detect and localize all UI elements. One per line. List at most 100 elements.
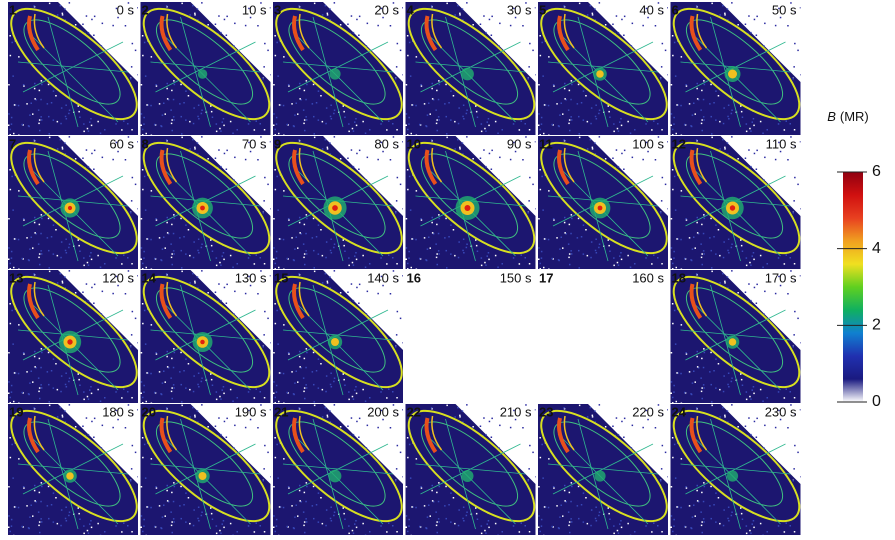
hotspot-mid bbox=[728, 69, 737, 79]
hotspot-core bbox=[464, 205, 471, 211]
panel: 1 0 s bbox=[0, 0, 153, 137]
panel-time: 140 s bbox=[367, 270, 399, 285]
panel-time: 130 s bbox=[235, 270, 267, 285]
panel: 16 150 s bbox=[407, 270, 532, 285]
panel: 12 110 s bbox=[657, 125, 815, 271]
hotspot-halo bbox=[461, 470, 474, 482]
panel: 23 220 s bbox=[525, 393, 683, 535]
panel: 15 140 s bbox=[260, 259, 418, 405]
panel: 22 210 s bbox=[392, 393, 550, 535]
panel-number: 10 bbox=[407, 136, 421, 151]
panel-time: 180 s bbox=[102, 404, 134, 419]
panel-time: 60 s bbox=[109, 136, 134, 151]
panel-number: 5 bbox=[539, 2, 546, 17]
panel-time: 220 s bbox=[632, 404, 664, 419]
panel-number: 19 bbox=[9, 404, 23, 419]
panel-time: 20 s bbox=[374, 2, 399, 17]
hotspot-mid bbox=[331, 338, 339, 346]
panel-number: 23 bbox=[539, 404, 553, 419]
hotspot-mid bbox=[596, 70, 604, 78]
panel-number: 12 bbox=[672, 136, 686, 151]
panel-number: 11 bbox=[539, 136, 553, 151]
panel-time: 160 s bbox=[632, 270, 664, 285]
hotspot-core bbox=[597, 205, 603, 211]
panel-time: 200 s bbox=[367, 404, 399, 419]
panel: 8 70 s bbox=[127, 125, 285, 271]
panel: 10 90 s bbox=[392, 125, 550, 271]
panel: 14 130 s bbox=[127, 259, 285, 405]
panel-number: 7 bbox=[9, 136, 16, 151]
panel-image bbox=[392, 0, 550, 137]
panel-time: 50 s bbox=[772, 2, 797, 17]
colorbar-tick-label: 0 bbox=[872, 393, 881, 410]
colorbar-tick-label: 4 bbox=[872, 240, 881, 257]
panel-time: 30 s bbox=[507, 2, 532, 17]
panel: 17 160 s bbox=[539, 270, 664, 285]
hotspot-core bbox=[200, 339, 205, 345]
panel: 2 10 s bbox=[127, 0, 285, 137]
hotspot-core bbox=[67, 339, 73, 345]
panel-time: 120 s bbox=[102, 270, 134, 285]
panel: 18 170 s bbox=[657, 259, 815, 405]
hotspot-halo bbox=[197, 69, 208, 79]
panel-number: 3 bbox=[274, 2, 281, 17]
colorbar-tick-label: 2 bbox=[872, 317, 881, 334]
panel: 6 50 s bbox=[657, 0, 815, 137]
hotspot-halo bbox=[328, 469, 342, 483]
panel-number: 1 bbox=[9, 2, 16, 17]
panel: 20 190 s bbox=[127, 393, 285, 535]
panel-time: 190 s bbox=[235, 404, 267, 419]
panel-number: 4 bbox=[407, 2, 415, 17]
panel: 21 200 s bbox=[260, 393, 418, 535]
hotspot-halo bbox=[726, 470, 739, 482]
panel-number: 13 bbox=[9, 270, 23, 285]
panel-time: 10 s bbox=[242, 2, 267, 17]
panel: 24 230 s bbox=[657, 393, 815, 535]
hotspot-mid bbox=[66, 472, 74, 480]
colorbar bbox=[843, 172, 863, 402]
panel-number: 8 bbox=[142, 136, 149, 151]
panel-number: 17 bbox=[539, 270, 553, 285]
hotspot-mid bbox=[728, 338, 737, 346]
panel-number: 21 bbox=[274, 404, 288, 419]
colorbar-variable: B bbox=[827, 109, 836, 124]
panel-image bbox=[0, 0, 153, 137]
panel-time: 170 s bbox=[765, 270, 797, 285]
hotspot-halo bbox=[594, 470, 606, 482]
panel: 5 40 s bbox=[525, 0, 683, 137]
panel-time: 80 s bbox=[374, 136, 399, 151]
hotspot-halo bbox=[329, 68, 341, 80]
hotspot-halo bbox=[461, 67, 474, 81]
panel: 3 20 s bbox=[260, 0, 418, 137]
panel-number: 6 bbox=[672, 2, 679, 17]
panel-time: 40 s bbox=[639, 2, 664, 17]
panel-number: 2 bbox=[142, 2, 149, 17]
panel-time: 150 s bbox=[500, 270, 532, 285]
panel-image bbox=[260, 0, 418, 137]
panel-number: 24 bbox=[672, 404, 687, 419]
panel-time: 110 s bbox=[766, 136, 797, 151]
panel-image bbox=[127, 0, 285, 137]
panel-time: 0 s bbox=[117, 2, 135, 17]
hotspot-core bbox=[200, 205, 205, 211]
colorbar-label: B (MR) bbox=[827, 109, 869, 124]
panel-number: 15 bbox=[274, 270, 288, 285]
panel-number: 14 bbox=[142, 270, 157, 285]
panel-time: 230 s bbox=[765, 404, 797, 419]
hotspot-mid bbox=[198, 472, 207, 480]
panel-number: 18 bbox=[672, 270, 686, 285]
colorbar-tick-label: 6 bbox=[872, 163, 881, 180]
panel: 11 100 s bbox=[525, 125, 683, 271]
hotspot-core bbox=[332, 205, 338, 211]
panel-number: 16 bbox=[407, 270, 421, 285]
panel-time: 100 s bbox=[632, 136, 664, 151]
panel-time: 90 s bbox=[507, 136, 532, 151]
hotspot-core bbox=[67, 205, 73, 211]
panel: 13 120 s bbox=[0, 259, 153, 405]
panel: 7 60 s bbox=[0, 125, 153, 271]
hotspot-core bbox=[729, 205, 736, 211]
panel-number: 20 bbox=[142, 404, 156, 419]
panel: 9 80 s bbox=[260, 125, 418, 271]
panel: 19 180 s bbox=[0, 393, 153, 535]
